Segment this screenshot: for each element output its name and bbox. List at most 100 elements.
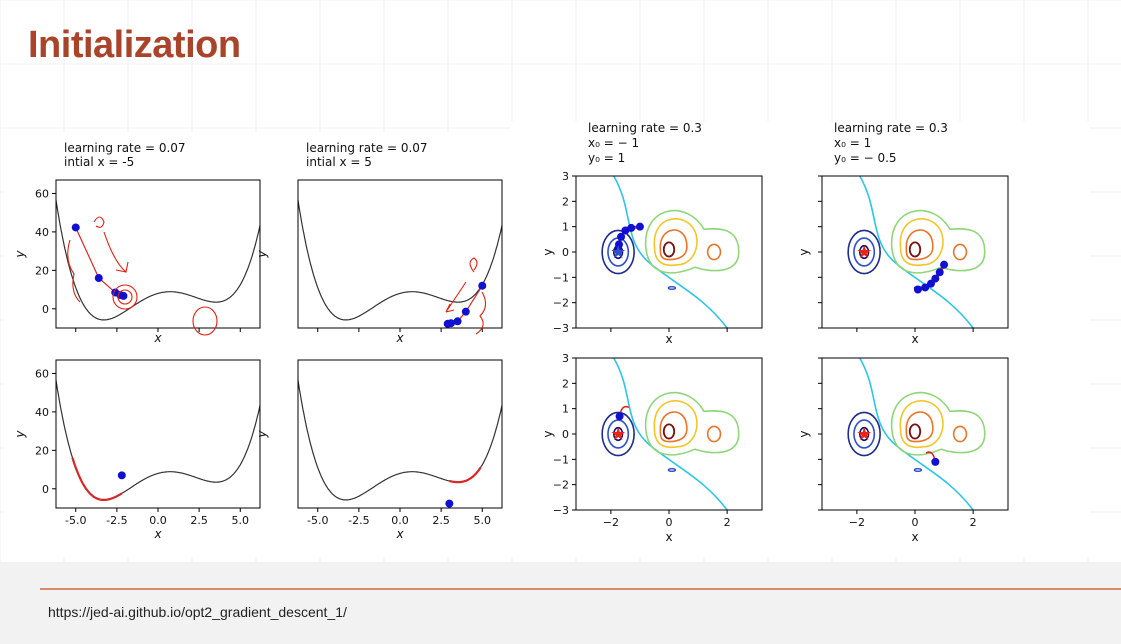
- y-axis-label: y: [255, 430, 269, 439]
- contour-line: [905, 229, 934, 261]
- annotation-circle: [112, 284, 138, 310]
- descent-point: [617, 232, 626, 241]
- plot-title: learning rate = 0.07: [64, 141, 186, 155]
- contour-line: [899, 218, 944, 267]
- y-tick-label: −1: [553, 271, 569, 284]
- x-tick-label: 0.0: [149, 514, 167, 527]
- plot-panel-1d-3: 0 20 40 60 -5.0 -2.5 0.0 2.5 5.0 x y: [13, 359, 261, 541]
- y-tick-label: −2: [553, 479, 569, 492]
- descent-point: [615, 412, 624, 421]
- contour-line: [706, 425, 722, 443]
- x-tick-label: -2.5: [348, 514, 369, 527]
- descent-point: [117, 471, 126, 480]
- contour-line: [908, 241, 922, 258]
- contour-line: [659, 411, 688, 443]
- descent-point: [615, 240, 624, 249]
- plot-title: learning rate = 0.3: [588, 122, 702, 135]
- descent-point: [931, 457, 940, 466]
- plot-title: learning rate = 0.3: [834, 122, 948, 135]
- y-tick-label: 60: [35, 187, 49, 200]
- annotation-stroke: [93, 216, 105, 228]
- descent-point: [921, 283, 930, 292]
- descent-point: [461, 307, 470, 316]
- annotation-stroke: [67, 239, 81, 303]
- figure-1d-gradient-descent: learning rate = 0.07 intial x = -5 0 20 40 6…: [4, 132, 512, 557]
- contour-line: [706, 243, 722, 261]
- descent-point: [71, 223, 80, 232]
- contour-line: [644, 210, 740, 274]
- contour-line: [847, 411, 881, 457]
- descent-point: [940, 260, 949, 269]
- contour-line: [913, 468, 923, 472]
- x-tick-label: −2: [603, 516, 619, 529]
- x-axis-label: x: [153, 527, 162, 541]
- descent-point: [621, 226, 630, 235]
- descent-path: [71, 457, 123, 501]
- contour-line: [607, 419, 630, 449]
- y-axis-label: y: [797, 248, 811, 255]
- y-axis-label: y: [13, 250, 27, 259]
- x-axis-label: x: [911, 530, 918, 544]
- footer-source-link[interactable]: https://jed-ai.github.io/opt2_gradient_d…: [48, 604, 347, 620]
- annotation-stroke: [103, 231, 129, 274]
- descent-point: [913, 285, 922, 294]
- plot-title: y₀ = 1: [588, 151, 625, 165]
- descent-point: [94, 274, 103, 283]
- minimum-star-icon: ★: [610, 242, 626, 263]
- descent-point: [614, 246, 623, 255]
- x-tick-label: 5.0: [474, 514, 492, 527]
- y-axis-label: y: [255, 250, 269, 259]
- plot-panel-1d-1: learning rate = 0.07 intial x = -5 0 20 40 6…: [13, 141, 261, 345]
- plot-title: intial x = -5: [64, 155, 134, 169]
- descent-point: [635, 222, 644, 231]
- x-axis-label: x: [153, 331, 162, 345]
- contour-line: [890, 392, 986, 456]
- y-axis-label: y: [797, 430, 811, 437]
- x-tick-label: 2: [724, 516, 731, 529]
- contour-line: [847, 229, 881, 275]
- descent-point: [445, 499, 454, 508]
- slide-title: Initialization: [28, 24, 241, 66]
- contour-line: [908, 423, 922, 440]
- footer-band: [0, 562, 1121, 644]
- plot-panel-2d-3: ★ 3 2 1 0 −1 −2 −3 −2 0 2 x y: [541, 352, 763, 544]
- y-axis-label: y: [541, 248, 555, 255]
- plot-title: intial x = 5: [306, 155, 372, 169]
- contour-line: [858, 244, 870, 260]
- figure-2d-contour-descent: learning rate = 0.3x₀ = − 1y₀ = 1★3210−1…: [510, 122, 1090, 557]
- x-tick-label: −2: [849, 516, 865, 529]
- y-tick-label: 1: [562, 403, 569, 416]
- contour-line: [667, 286, 677, 290]
- contour-line: [601, 229, 635, 275]
- y-tick-label: 40: [35, 226, 49, 239]
- y-tick-label: 0: [42, 483, 49, 496]
- descent-point: [119, 291, 128, 300]
- contour-line: [952, 243, 968, 261]
- contour-line: [644, 392, 740, 456]
- x-tick-label: 2.5: [190, 514, 208, 527]
- plot-panel-2d-4: ★ −2 0 2 x y: [797, 357, 1009, 544]
- contour-line: [667, 468, 677, 472]
- contour-line: [612, 426, 624, 442]
- y-axis-label: y: [13, 430, 27, 439]
- y-tick-label: 1: [562, 221, 569, 234]
- descent-point: [935, 268, 944, 277]
- y-tick-label: 20: [35, 444, 49, 457]
- y-tick-label: 20: [35, 264, 49, 277]
- hand-annotations: [445, 257, 487, 335]
- x-tick-label: 0.0: [391, 514, 409, 527]
- hand-annotations: [67, 216, 218, 336]
- x-tick-label: -5.0: [65, 514, 86, 527]
- minimum-star-icon: ★: [856, 424, 872, 445]
- x-axis-label: x: [395, 527, 404, 541]
- contour-line: [662, 423, 676, 440]
- plot-title: x₀ = − 1: [588, 136, 639, 150]
- contour-line: [899, 400, 944, 449]
- x-tick-label: 2.5: [432, 514, 450, 527]
- y-tick-label: 3: [562, 352, 569, 365]
- y-tick-label: −1: [553, 453, 569, 466]
- contour-line: [662, 241, 676, 258]
- x-tick-label: 5.0: [232, 514, 250, 527]
- function-curve: [55, 200, 261, 321]
- plot-title: y₀ = − 0.5: [834, 151, 897, 165]
